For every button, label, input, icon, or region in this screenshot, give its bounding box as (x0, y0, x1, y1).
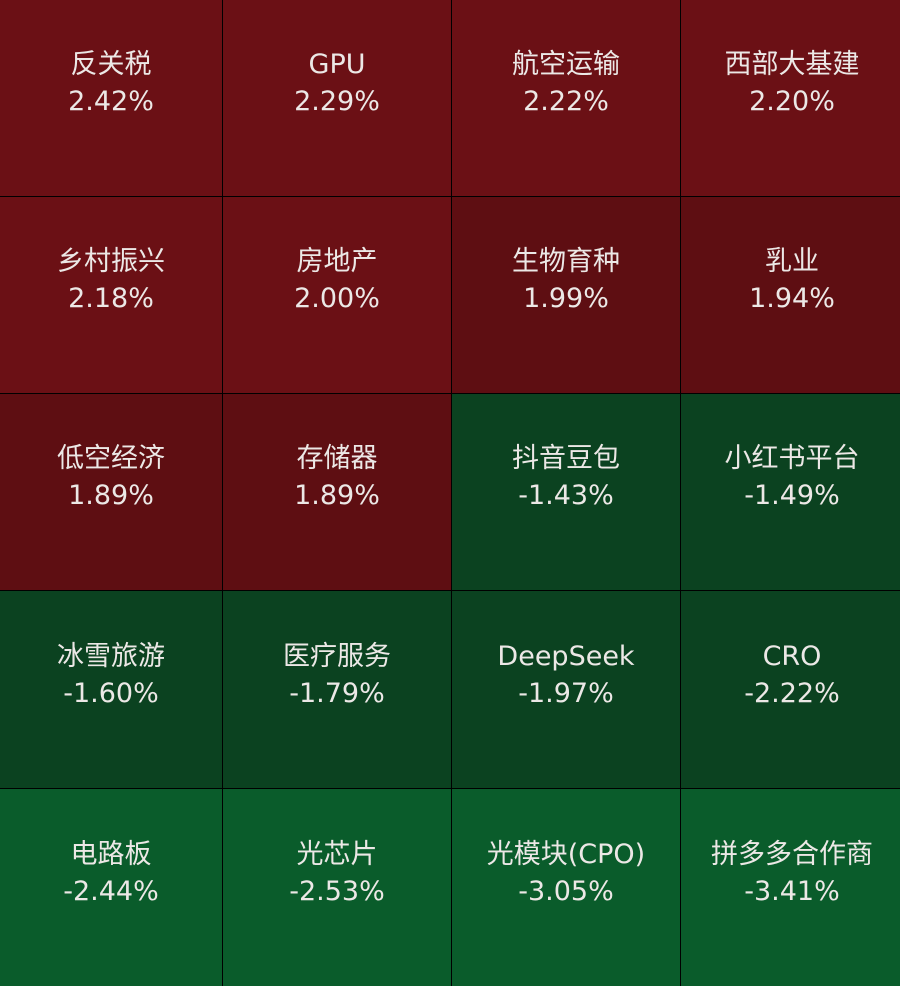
heatmap-cell[interactable]: 存储器 1.89% (223, 394, 451, 590)
sector-change: -1.79% (289, 677, 385, 709)
sector-name: 电路板 (70, 838, 152, 870)
sector-name: 光模块(CPO) (486, 838, 646, 870)
sector-name: 拼多多合作商 (711, 838, 873, 870)
heatmap-cell[interactable]: 西部大基建 2.20% (681, 0, 900, 196)
heatmap-cell[interactable]: DeepSeek -1.97% (452, 591, 680, 788)
heatmap-cell[interactable]: 电路板 -2.44% (0, 789, 222, 986)
sector-name: 光芯片 (296, 838, 378, 870)
heatmap-cell[interactable]: 生物育种 1.99% (452, 197, 680, 393)
heatmap-cell[interactable]: 反关税 2.42% (0, 0, 222, 196)
heatmap-cell[interactable]: 冰雪旅游 -1.60% (0, 591, 222, 788)
sector-change: 2.00% (294, 283, 380, 314)
sector-change: -2.22% (744, 677, 840, 709)
sector-name: GPU (308, 49, 366, 80)
sector-name: 冰雪旅游 (57, 640, 165, 672)
sector-change: -1.43% (518, 480, 614, 511)
sector-name: 生物育种 (512, 246, 620, 277)
heatmap-cell[interactable]: 房地产 2.00% (223, 197, 451, 393)
sector-name: CRO (762, 640, 822, 672)
heatmap-cell[interactable]: 拼多多合作商 -3.41% (681, 789, 900, 986)
sector-name: 乳业 (765, 246, 819, 277)
sector-name: 医疗服务 (283, 640, 391, 672)
heatmap-cell[interactable]: GPU 2.29% (223, 0, 451, 196)
sector-change: -1.49% (744, 480, 840, 511)
sector-name: 抖音豆包 (512, 443, 620, 474)
heatmap-cell[interactable]: CRO -2.22% (681, 591, 900, 788)
heatmap-cell[interactable]: 低空经济 1.89% (0, 394, 222, 590)
sector-change: 2.18% (68, 283, 154, 314)
sector-change: 2.29% (294, 86, 380, 117)
sector-change: -2.44% (63, 875, 159, 907)
sector-name: 航空运输 (512, 49, 620, 80)
sector-change: -1.97% (518, 677, 614, 709)
sector-name: 存储器 (296, 443, 378, 474)
sector-change: 2.20% (749, 86, 835, 117)
sector-name: 房地产 (296, 246, 378, 277)
sector-name: 反关税 (70, 49, 152, 80)
sector-change: 2.22% (523, 86, 609, 117)
sector-change: -2.53% (289, 875, 385, 907)
heatmap-cell[interactable]: 乳业 1.94% (681, 197, 900, 393)
heatmap-cell[interactable]: 光模块(CPO) -3.05% (452, 789, 680, 986)
sector-name: 乡村振兴 (57, 246, 165, 277)
sector-change: 1.99% (523, 283, 609, 314)
sector-change: 2.42% (68, 86, 154, 117)
sector-change: 1.94% (749, 283, 835, 314)
sector-change: 1.89% (68, 480, 154, 511)
sector-change: 1.89% (294, 480, 380, 511)
sector-name: DeepSeek (497, 640, 635, 672)
heatmap-cell[interactable]: 抖音豆包 -1.43% (452, 394, 680, 590)
sector-change: -3.41% (744, 875, 840, 907)
heatmap-cell[interactable]: 小红书平台 -1.49% (681, 394, 900, 590)
sector-name: 西部大基建 (724, 49, 860, 80)
sector-change: -1.60% (63, 677, 159, 709)
sector-name: 小红书平台 (724, 443, 860, 474)
sector-name: 低空经济 (57, 443, 165, 474)
heatmap-cell[interactable]: 光芯片 -2.53% (223, 789, 451, 986)
heatmap-cell[interactable]: 医疗服务 -1.79% (223, 591, 451, 788)
heatmap-cell[interactable]: 乡村振兴 2.18% (0, 197, 222, 393)
sector-change: -3.05% (518, 875, 614, 907)
heatmap-cell[interactable]: 航空运输 2.22% (452, 0, 680, 196)
